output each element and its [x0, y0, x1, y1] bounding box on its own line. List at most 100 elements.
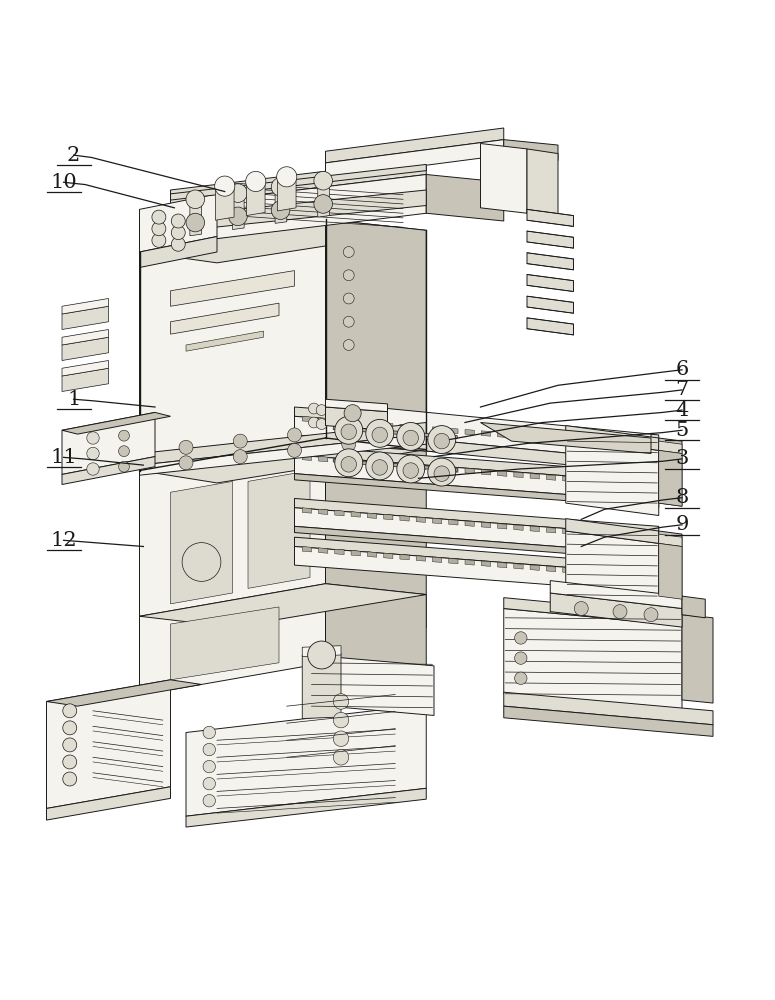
Polygon shape — [514, 472, 523, 478]
Text: 12: 12 — [50, 531, 77, 550]
Polygon shape — [302, 646, 341, 657]
Polygon shape — [628, 534, 637, 540]
Polygon shape — [465, 429, 474, 435]
Polygon shape — [62, 298, 108, 314]
Polygon shape — [294, 546, 659, 593]
Polygon shape — [563, 529, 572, 534]
Polygon shape — [140, 584, 426, 627]
Circle shape — [397, 455, 425, 483]
Polygon shape — [644, 483, 653, 488]
Polygon shape — [232, 192, 244, 230]
Circle shape — [333, 694, 349, 709]
Polygon shape — [326, 219, 426, 450]
Text: 10: 10 — [50, 173, 77, 192]
Circle shape — [203, 743, 215, 756]
Polygon shape — [170, 174, 426, 244]
Polygon shape — [659, 441, 682, 454]
Polygon shape — [504, 140, 558, 161]
Polygon shape — [527, 253, 574, 270]
Polygon shape — [644, 444, 653, 449]
Polygon shape — [498, 432, 507, 438]
Polygon shape — [302, 508, 312, 513]
Circle shape — [372, 460, 388, 475]
Text: 11: 11 — [50, 448, 77, 467]
Polygon shape — [140, 438, 326, 649]
Circle shape — [316, 419, 327, 429]
Polygon shape — [302, 546, 312, 552]
Polygon shape — [46, 680, 170, 808]
Polygon shape — [170, 271, 294, 306]
Polygon shape — [480, 143, 527, 213]
Circle shape — [343, 340, 354, 350]
Polygon shape — [302, 416, 312, 422]
Circle shape — [229, 207, 247, 226]
Polygon shape — [514, 525, 523, 530]
Circle shape — [342, 437, 356, 451]
Circle shape — [341, 457, 356, 472]
Circle shape — [119, 446, 129, 457]
Circle shape — [271, 178, 290, 196]
Polygon shape — [579, 530, 588, 536]
Polygon shape — [498, 471, 507, 476]
Polygon shape — [62, 360, 108, 376]
Polygon shape — [319, 456, 328, 462]
Circle shape — [152, 233, 166, 247]
Polygon shape — [566, 438, 659, 516]
Circle shape — [119, 430, 129, 441]
Polygon shape — [335, 549, 344, 555]
Circle shape — [171, 237, 185, 251]
Polygon shape — [546, 436, 556, 441]
Circle shape — [333, 731, 349, 746]
Circle shape — [342, 422, 356, 436]
Polygon shape — [566, 426, 659, 450]
Polygon shape — [62, 329, 108, 345]
Polygon shape — [140, 434, 426, 475]
Polygon shape — [326, 128, 504, 163]
Circle shape — [63, 721, 77, 735]
Polygon shape — [372, 407, 651, 461]
Polygon shape — [481, 431, 491, 436]
Polygon shape — [432, 466, 442, 471]
Polygon shape — [416, 556, 425, 561]
Polygon shape — [170, 164, 426, 200]
Circle shape — [203, 726, 215, 739]
Circle shape — [87, 432, 99, 444]
Circle shape — [341, 424, 356, 440]
Circle shape — [119, 461, 129, 472]
Polygon shape — [294, 526, 659, 560]
Polygon shape — [367, 460, 377, 466]
Polygon shape — [498, 562, 507, 568]
Polygon shape — [215, 183, 234, 220]
Polygon shape — [170, 159, 426, 206]
Polygon shape — [595, 479, 604, 484]
Circle shape — [343, 247, 354, 257]
Polygon shape — [659, 450, 682, 506]
Polygon shape — [326, 407, 388, 430]
Polygon shape — [62, 368, 108, 391]
Circle shape — [515, 632, 527, 644]
Circle shape — [335, 416, 363, 444]
Polygon shape — [449, 467, 458, 472]
Polygon shape — [426, 174, 504, 221]
Polygon shape — [367, 513, 377, 518]
Polygon shape — [416, 464, 425, 470]
Polygon shape — [275, 185, 287, 223]
Polygon shape — [527, 296, 574, 313]
Polygon shape — [611, 441, 621, 447]
Polygon shape — [400, 424, 409, 430]
Polygon shape — [504, 706, 713, 736]
Polygon shape — [659, 438, 682, 506]
Polygon shape — [319, 509, 328, 514]
Polygon shape — [319, 548, 328, 553]
Circle shape — [343, 293, 354, 304]
Polygon shape — [563, 568, 572, 573]
Polygon shape — [248, 471, 310, 588]
Polygon shape — [351, 512, 360, 517]
Circle shape — [308, 403, 319, 414]
Text: 1: 1 — [67, 390, 81, 409]
Circle shape — [63, 704, 77, 718]
Circle shape — [179, 456, 193, 470]
Polygon shape — [628, 573, 637, 578]
Polygon shape — [294, 435, 659, 469]
Text: 3: 3 — [675, 449, 689, 468]
